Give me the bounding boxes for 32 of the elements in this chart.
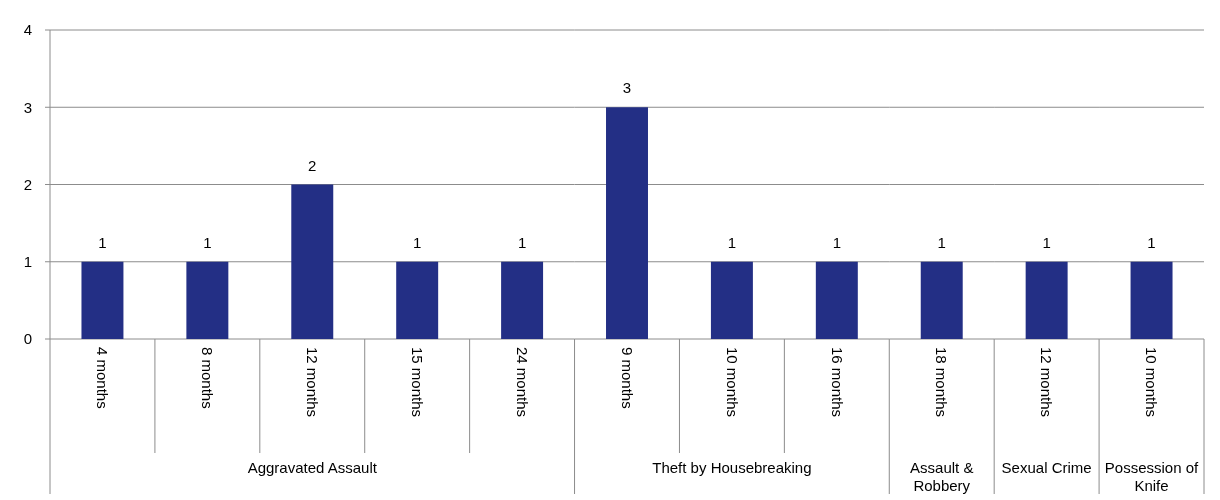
x-tick-label: 4 months	[94, 347, 112, 409]
x-tick-label: 10 months	[723, 347, 741, 418]
data-label: 1	[832, 233, 841, 251]
x-tick-label: 12 months	[1038, 347, 1056, 418]
y-tick-label: 4	[23, 21, 33, 39]
x-tick-label: 15 months	[408, 347, 426, 418]
y-tick-label: 0	[23, 330, 33, 348]
x-axis-title: Aggravated Assault	[247, 459, 378, 476]
x-tick-label: 12 months	[304, 347, 322, 418]
x-tick-label: 16 months	[828, 347, 846, 418]
data-label: 2	[308, 156, 317, 174]
data-label: 3	[622, 79, 632, 97]
x-tick-label: 10 months	[1143, 347, 1161, 418]
x-tick-label: 24 months	[513, 347, 531, 418]
x-tick-label: 8 months	[199, 347, 217, 409]
y-tick-label: 3	[23, 98, 33, 116]
data-label: 1	[937, 233, 946, 251]
data-label: 1	[413, 233, 422, 251]
data-label: 1	[517, 233, 527, 251]
x-axis-title: Possession of Knife	[1104, 459, 1200, 494]
data-label: 1	[203, 233, 212, 251]
x-tick-label: 9 months	[618, 347, 636, 409]
x-axis-title: Theft by Housebreaking	[652, 459, 812, 476]
data-label: 1	[1147, 233, 1156, 251]
y-tick-label: 2	[23, 175, 33, 193]
x-axis-title: Assault & Robbery	[910, 459, 974, 494]
data-label: 1	[727, 233, 737, 251]
x-axis-title: Sexual Crime	[1001, 459, 1092, 476]
data-label: 1	[1042, 233, 1051, 251]
y-tick-label: 1	[23, 253, 33, 270]
data-label: 1	[98, 233, 107, 251]
x-tick-label: 18 months	[933, 347, 951, 418]
